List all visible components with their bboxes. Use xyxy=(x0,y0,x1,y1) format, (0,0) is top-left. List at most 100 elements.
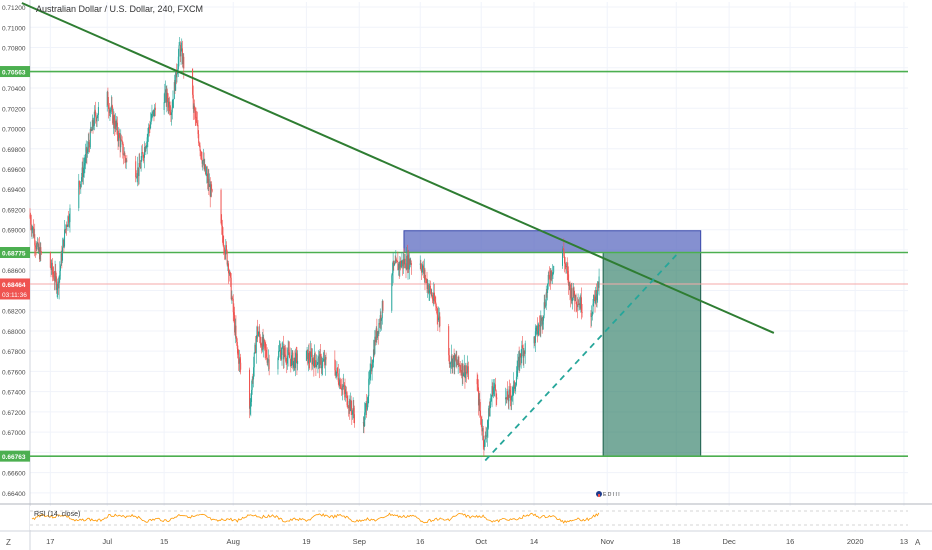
candle-body xyxy=(395,259,397,264)
candle-body xyxy=(492,387,494,395)
candle-body xyxy=(223,244,225,248)
candle-body xyxy=(31,227,33,231)
target-zone-rect[interactable] xyxy=(602,252,702,457)
event-markers[interactable]: E D I I I xyxy=(596,491,620,498)
candle-body xyxy=(422,265,424,269)
candle-body xyxy=(462,363,464,376)
candle-body xyxy=(93,111,95,126)
candle-body xyxy=(280,350,282,360)
x-tick-label: 2020 xyxy=(847,537,864,546)
candle-body xyxy=(595,290,597,303)
candle-body xyxy=(490,396,492,402)
candle-body xyxy=(565,263,567,268)
candle-body xyxy=(288,349,290,353)
zoom-button[interactable]: Z xyxy=(6,538,11,547)
resistance-zone-rect[interactable] xyxy=(403,230,702,254)
candle-body xyxy=(36,242,38,245)
candle-body xyxy=(466,372,468,373)
candle-body xyxy=(30,217,32,225)
candle-body xyxy=(120,139,122,148)
candle-body xyxy=(569,282,571,290)
candle-body xyxy=(437,314,439,321)
candle-body xyxy=(421,268,423,273)
candle-body xyxy=(520,356,522,358)
candle-body xyxy=(40,247,42,253)
candle-body xyxy=(349,399,351,412)
candle-body xyxy=(393,262,395,266)
candle-body xyxy=(459,364,461,366)
candle-body xyxy=(67,216,69,227)
candle-body xyxy=(192,68,194,95)
candle-body xyxy=(490,401,492,406)
trendline-down[interactable] xyxy=(21,2,775,334)
candle-body xyxy=(79,184,81,188)
candle-body xyxy=(505,397,507,400)
candle-body xyxy=(553,265,555,273)
y-tick-label: 0.67400 xyxy=(2,390,26,397)
candle-body xyxy=(486,435,488,437)
candle-body xyxy=(197,124,199,135)
candle-body xyxy=(116,122,118,136)
candle-body xyxy=(140,160,142,169)
candle-body xyxy=(39,247,41,260)
price-labels: 0.70563 0.68775 0.66763 0.68464 03:11:36 xyxy=(0,66,30,462)
candle-body xyxy=(351,408,353,415)
trendline-up-dashed[interactable] xyxy=(484,254,677,462)
candle-body xyxy=(533,336,535,344)
candle-body xyxy=(455,359,457,361)
candle-body xyxy=(483,440,485,448)
candle-body xyxy=(261,336,263,351)
resistance-box[interactable] xyxy=(403,230,702,254)
candle-body xyxy=(176,73,178,78)
candle-body xyxy=(207,178,209,183)
candle-body xyxy=(434,300,436,303)
candle-body xyxy=(89,144,91,148)
candle-body xyxy=(312,358,314,362)
candle-body xyxy=(547,274,549,284)
candle-body xyxy=(198,134,200,144)
candle-body xyxy=(534,336,536,343)
candle-body xyxy=(203,159,205,169)
candle-body xyxy=(91,130,93,131)
candle-body xyxy=(425,279,427,280)
candle-body xyxy=(423,269,425,274)
candle-body xyxy=(56,288,58,290)
candle-body xyxy=(597,281,599,295)
candle-body xyxy=(480,410,482,417)
candle-body xyxy=(484,439,486,448)
candle-body xyxy=(221,223,223,226)
target-box[interactable] xyxy=(602,252,702,457)
candle-body xyxy=(513,381,515,388)
auto-scale-button[interactable]: A xyxy=(915,538,921,547)
candle-body xyxy=(419,263,421,265)
candle-body xyxy=(506,391,508,400)
candle-body xyxy=(108,105,110,109)
candle-body xyxy=(308,352,310,361)
candle-body xyxy=(120,139,122,141)
trendlines[interactable] xyxy=(21,2,775,462)
candle-body xyxy=(593,294,595,304)
candle-body xyxy=(464,365,466,379)
candle-body xyxy=(517,356,519,362)
candle-body xyxy=(431,295,433,300)
candle-body xyxy=(204,164,206,174)
candle-body xyxy=(575,295,577,305)
candle-body xyxy=(93,125,95,127)
candle-body xyxy=(206,173,208,175)
candle-body xyxy=(34,245,36,248)
candle-body xyxy=(286,360,288,364)
candle-body xyxy=(208,178,210,187)
candle-body xyxy=(153,110,155,117)
candle-body xyxy=(578,303,580,305)
candle-body xyxy=(544,302,546,307)
candle-body xyxy=(236,341,238,349)
candle-body xyxy=(458,356,460,365)
candle-body xyxy=(576,304,578,308)
event-icons: E D I I I xyxy=(603,492,620,498)
candle-body xyxy=(494,384,496,391)
candle-body xyxy=(150,121,152,129)
candle-body xyxy=(173,99,175,100)
candle-body xyxy=(576,304,578,305)
candle-body xyxy=(325,357,327,360)
